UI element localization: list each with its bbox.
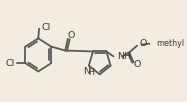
Text: Cl: Cl (6, 59, 15, 68)
Text: Cl: Cl (42, 23, 51, 32)
Text: O: O (68, 31, 75, 40)
Text: N: N (84, 67, 91, 76)
Text: NH: NH (117, 52, 131, 61)
Text: O: O (140, 39, 147, 48)
Text: O: O (134, 60, 141, 69)
Text: methyl: methyl (156, 39, 185, 48)
Text: H: H (88, 68, 94, 77)
